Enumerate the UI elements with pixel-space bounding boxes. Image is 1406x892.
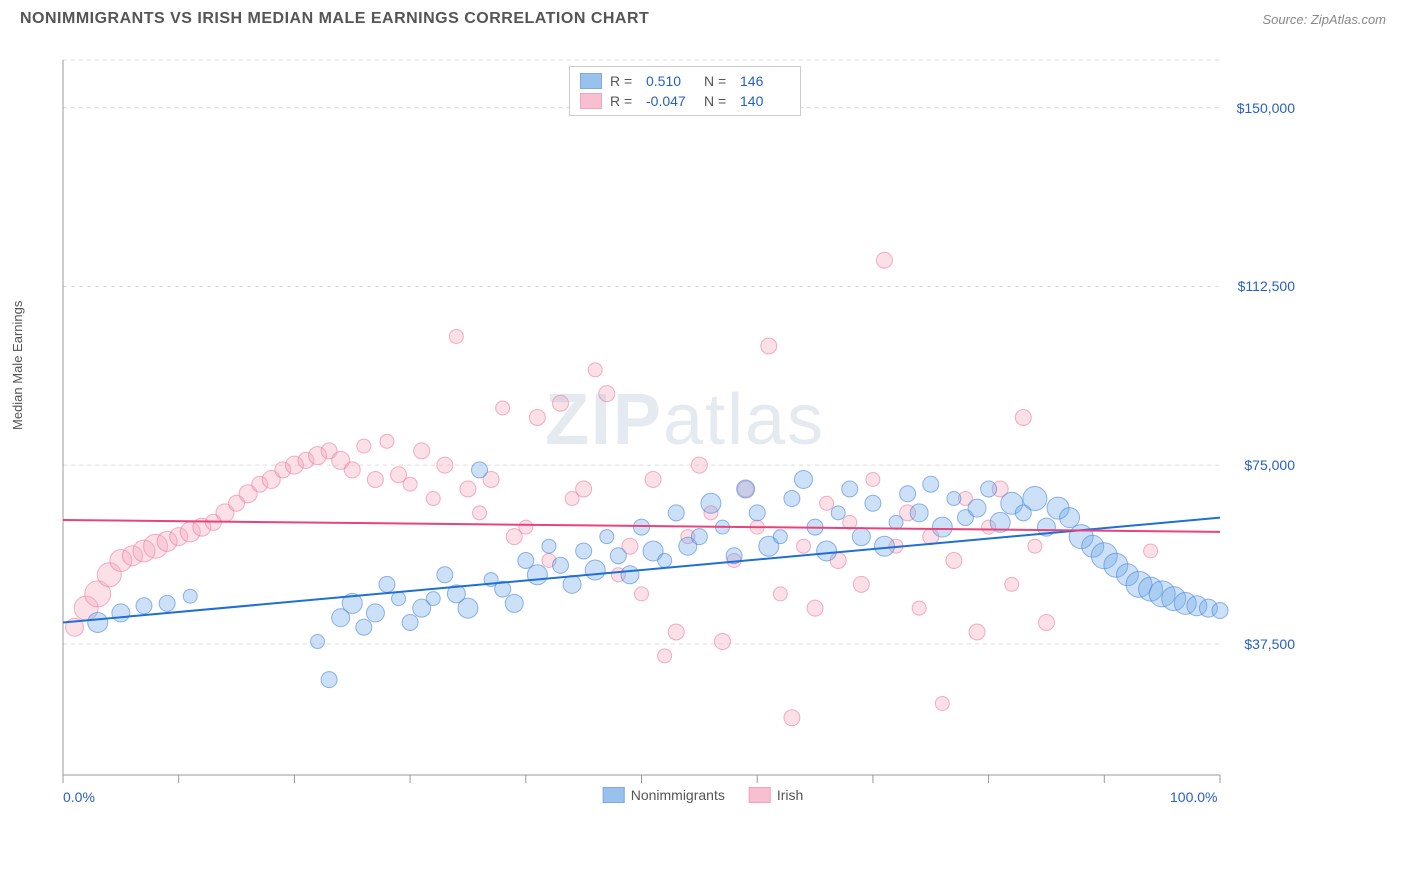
chart-title: NONIMMIGRANTS VS IRISH MEDIAN MALE EARNI… [20,10,649,28]
y-tick-label: $75,000 [1244,457,1295,473]
swatch-icon [749,787,771,803]
source-attribution: Source: ZipAtlas.com [1262,12,1386,27]
legend-row-nonimmigrants: R = 0.510 N = 146 [580,71,790,91]
swatch-icon [580,93,602,109]
y-tick-label: $150,000 [1237,100,1295,116]
swatch-icon [580,73,602,89]
y-tick-label: $112,500 [1238,278,1295,294]
swatch-icon [603,787,625,803]
scatter-plot [55,50,1315,820]
y-axis-label: Median Male Earnings [10,301,25,430]
chart-area: ZIPatlas R = 0.510 N = 146 R = -0.047 N … [55,50,1315,820]
chart-header: NONIMMIGRANTS VS IRISH MEDIAN MALE EARNI… [0,0,1406,36]
series-legend: Nonimmigrants Irish [603,787,804,803]
x-tick-label: 0.0% [63,789,95,805]
legend-label: Irish [777,787,803,803]
n-value: 140 [740,93,790,109]
x-tick-label: 100.0% [1170,789,1217,805]
r-value: -0.047 [646,93,696,109]
correlation-legend: R = 0.510 N = 146 R = -0.047 N = 140 [569,66,801,116]
y-tick-label: $37,500 [1244,636,1295,652]
r-value: 0.510 [646,73,696,89]
legend-item-irish: Irish [749,787,803,803]
legend-label: Nonimmigrants [631,787,725,803]
legend-row-irish: R = -0.047 N = 140 [580,91,790,111]
n-value: 146 [740,73,790,89]
legend-item-nonimmigrants: Nonimmigrants [603,787,725,803]
